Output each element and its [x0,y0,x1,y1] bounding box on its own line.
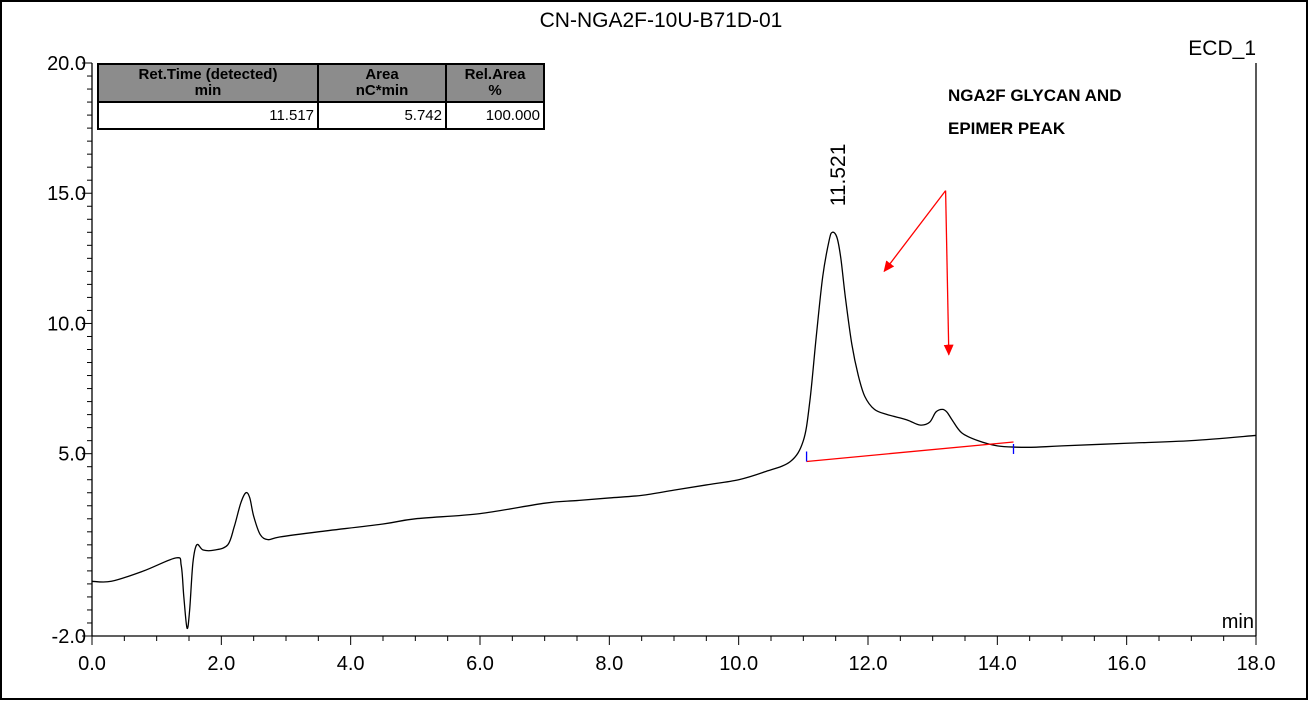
x-tick-label: 18.0 [1237,653,1276,675]
annotation-arrow [883,190,947,273]
x-tick-label: 10.0 [719,653,758,675]
results-header-row: Ret.Time (detected) min Area nC*min Rel.… [97,63,545,103]
x-tick-label: 0.0 [78,653,106,675]
tick-labels: 0.0 2.0 4.0 6.0 8.0 10.0 12.0 14.0 16.0 18.0 20.0 1… [47,53,1275,675]
channel-label: ECD_1 [1188,37,1256,60]
annotation-layer: 11.521 NGA2F GLYCAN AND EPIMER PEAK [805,86,1121,463]
chart-title: CN-NGA2F-10U-B71D-01 [540,9,783,32]
annotation-arrow [943,190,954,356]
header-area: Area nC*min [317,63,447,103]
annotation-text-line: EPIMER PEAK [948,119,1066,138]
header-rel-area-line2: % [488,82,502,99]
integration-baseline [806,441,1014,463]
annotation-text-line: NGA2F GLYCAN AND [948,86,1121,105]
header-area-line1: Area [365,66,399,83]
x-tick-label: 16.0 [1107,653,1146,675]
results-table: Ret.Time (detected) min Area nC*min Rel.… [97,63,545,130]
chromatogram-trace-0 [91,231,1257,630]
header-rel-area-line1: Rel.Area [464,66,526,83]
header-ret-time-line1: Ret.Time (detected) [138,66,278,83]
x-tick-label: 6.0 [466,653,494,675]
y-tick-label: 10.0 [47,313,86,335]
y-tick-label: 5.0 [58,444,86,466]
x-tick-label: 2.0 [207,653,235,675]
y-tick-label: 15.0 [47,183,86,205]
tick-marks [82,62,1257,645]
x-axis-unit: min [1222,611,1254,633]
axes [91,63,1257,637]
header-rel-area: Rel.Area % [445,63,545,103]
trace-layer [91,231,1257,630]
cell-area: 5.742 [317,101,447,130]
header-area-line2: nC*min [355,82,409,99]
x-tick-label: 14.0 [978,653,1017,675]
table-row: 11.517 5.742 100.000 [97,101,545,130]
y-tick-label: 20.0 [47,53,86,75]
header-ret-time: Ret.Time (detected) min [97,63,319,103]
x-tick-label: 4.0 [337,653,365,675]
cell-rel-area: 100.000 [445,101,545,130]
peak-retention-label: 11.521 [827,144,850,207]
cell-ret-time: 11.517 [97,101,319,130]
y-tick-label: -2.0 [52,626,86,648]
x-tick-label: 12.0 [849,653,888,675]
header-ret-time-line2: min [194,82,222,99]
x-tick-label: 8.0 [595,653,623,675]
